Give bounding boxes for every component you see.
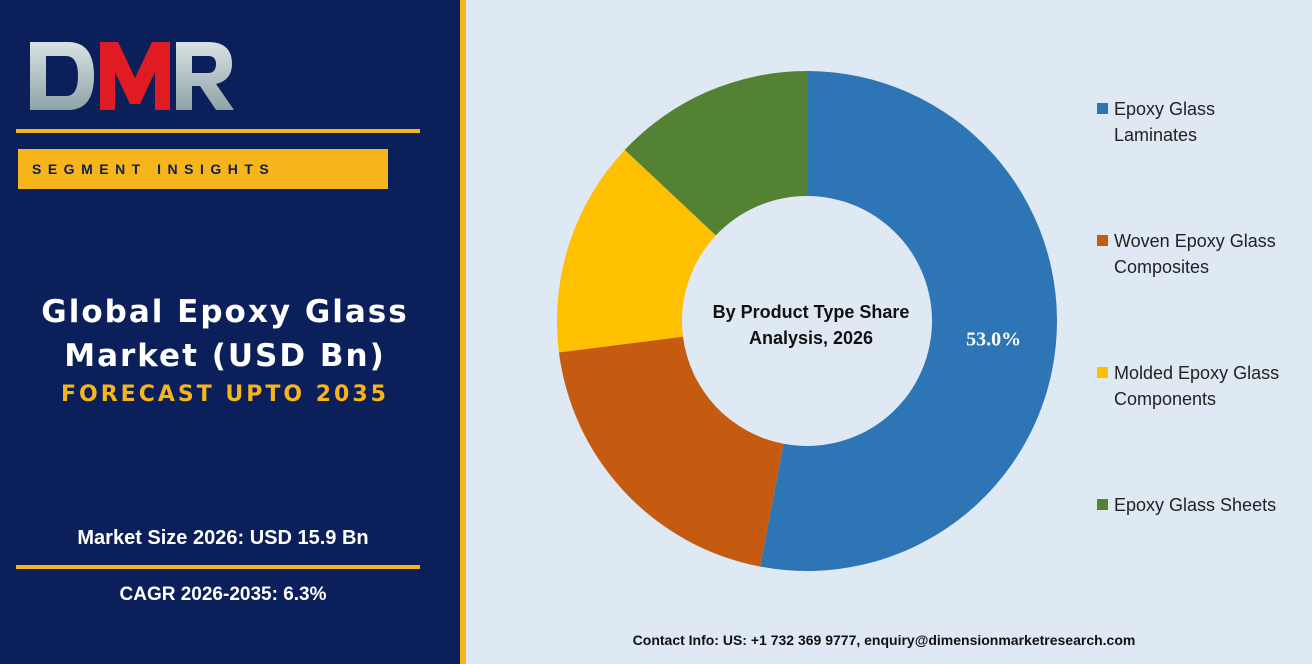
title-line-1: Global Epoxy Glass xyxy=(41,294,409,330)
legend-swatch xyxy=(1097,103,1108,114)
donut-slice-woven-epoxy-glass-composites xyxy=(558,336,784,567)
report-title: Global Epoxy Glass Market (USD Bn) FOREC… xyxy=(0,290,450,412)
data-labels: 53.0% xyxy=(966,329,1021,351)
forecast-label: FORECAST UPTO 2035 xyxy=(61,382,389,407)
donut-slice-epoxy-glass-sheets xyxy=(624,71,807,236)
legend-label: Molded Epoxy Glass Components xyxy=(1114,363,1280,409)
left-panel xyxy=(0,0,460,664)
donut-slice-molded-epoxy-glass-components xyxy=(557,149,716,353)
legend-item-woven-epoxy-glass-composites: Woven Epoxy Glass Composites xyxy=(1097,228,1276,280)
title-line-2: Market (USD Bn) xyxy=(64,338,386,374)
legend-swatch xyxy=(1097,235,1108,246)
donut-slices xyxy=(557,71,1057,571)
legend-swatch xyxy=(1097,499,1108,510)
segment-insights-label: SEGMENT INSIGHTS xyxy=(32,161,276,177)
legend-item-epoxy-glass-sheets: Epoxy Glass Sheets xyxy=(1097,492,1276,518)
dmr-logo xyxy=(30,42,234,110)
stats-divider-rule xyxy=(16,565,420,569)
top-accent-rule xyxy=(16,129,420,133)
market-size-stat: Market Size 2026: USD 15.9 Bn xyxy=(77,527,369,549)
divider-stripe xyxy=(460,0,466,664)
segment-insights-banner: SEGMENT INSIGHTS xyxy=(18,149,388,189)
donut-slice-epoxy-glass-laminates xyxy=(760,71,1057,571)
legend-swatch xyxy=(1097,367,1108,378)
data-label-epoxy-glass-laminates: 53.0% xyxy=(966,329,1021,351)
legend-label: Epoxy Glass Sheets xyxy=(1114,495,1277,515)
center-label-line-1: By Product Type Share xyxy=(713,302,910,322)
center-label-line-2: Analysis, 2026 xyxy=(749,328,873,348)
contact-info: Contact Info: US: +1 732 369 9777, enqui… xyxy=(632,632,1136,648)
cagr-stat: CAGR 2026-2035: 6.3% xyxy=(119,584,327,605)
legend-item-molded-epoxy-glass-components: Molded Epoxy Glass Components xyxy=(1097,360,1279,412)
legend-label: Epoxy Glass Laminates xyxy=(1114,99,1216,145)
legend-item-epoxy-glass-laminates: Epoxy Glass Laminates xyxy=(1097,96,1215,148)
donut-chart: By Product Type Share Analysis, 2026 53.… xyxy=(557,71,1057,571)
legend-label: Woven Epoxy Glass Composites xyxy=(1114,231,1276,277)
